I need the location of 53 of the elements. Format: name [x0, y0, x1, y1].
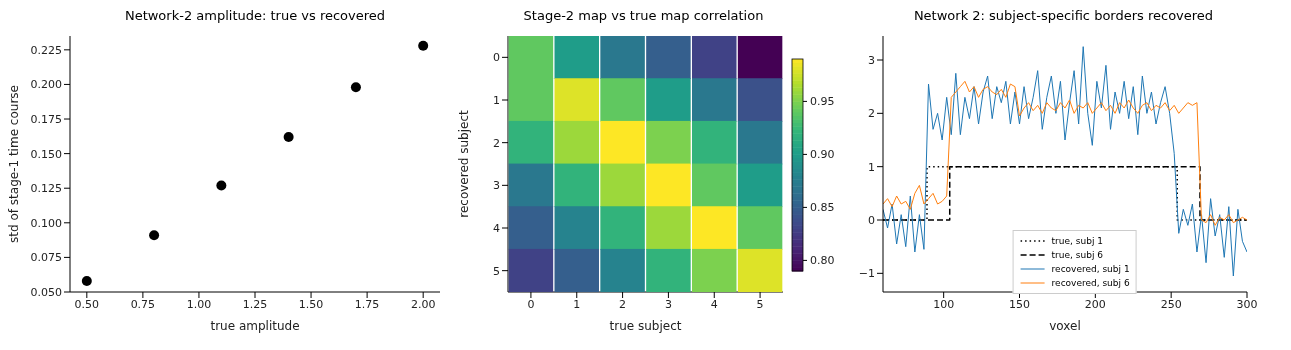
legend-label: recovered, subj 1 [1051, 264, 1130, 274]
y-tick-label: 1 [493, 93, 500, 107]
y-tick-label: 2 [493, 136, 500, 150]
x-axis-title: true subject [609, 319, 682, 333]
x-axis-title: voxel [1049, 319, 1081, 333]
x-tick-label: 3 [664, 297, 672, 311]
y-tick-label: 0.150 [30, 147, 62, 161]
x-tick-label: 4 [710, 297, 718, 311]
y-tick-label: 0.050 [30, 285, 62, 299]
y-tick-label: 3 [868, 53, 875, 67]
x-tick-label: 1 [573, 297, 581, 311]
y-tick-label: −1 [858, 267, 875, 281]
y-tick-label: 0.225 [30, 43, 62, 57]
x-axis-title: true amplitude [210, 319, 300, 333]
color-bar-label: 0.95 [810, 95, 835, 109]
y-tick-label: 0.200 [30, 78, 62, 92]
y-tick-label: 0.075 [30, 251, 62, 265]
chart-title: Stage-2 map vs true map correlation [522, 8, 765, 25]
x-tick-label: 1.25 [242, 297, 268, 311]
x-tick-label: 1.50 [298, 297, 324, 311]
x-tick-label: 2 [619, 297, 627, 311]
legend-label: true, subj 6 [1051, 250, 1103, 260]
x-tick-label: 0.50 [74, 297, 100, 311]
x-tick-label: 1.75 [354, 297, 380, 311]
x-tick-label: 250 [1160, 297, 1182, 311]
chart-title: Network 2: subject-specific borders recovered [912, 8, 1215, 25]
y-tick-label: 3 [493, 179, 500, 193]
x-tick-label: 1.00 [186, 297, 212, 311]
y-tick-label: 0 [868, 213, 875, 227]
x-tick-label: 0.75 [130, 297, 156, 311]
x-tick-label: 100 [933, 297, 955, 311]
y-tick-label: 2 [868, 107, 875, 121]
y-axis-title: std of stage-1 time course [7, 85, 22, 243]
x-tick-label: 5 [756, 297, 764, 311]
y-tick-label: 4 [493, 221, 500, 235]
legend-label: true, subj 1 [1051, 236, 1103, 246]
x-tick-label: 0 [527, 297, 535, 311]
color-bar-label: 0.90 [810, 148, 835, 162]
y-tick-label: 0 [493, 51, 500, 65]
y-axis-title: recovered subject [457, 109, 472, 218]
x-tick-label: 150 [1009, 297, 1030, 311]
y-tick-label: 0.125 [30, 182, 62, 196]
color-bar-label: 0.80 [810, 254, 835, 268]
legend-label: recovered, subj 6 [1051, 278, 1130, 288]
y-tick-label: 1 [868, 160, 875, 174]
x-tick-label: 200 [1084, 297, 1106, 311]
color-bar-label: 0.85 [810, 201, 835, 215]
x-tick-label: 2.00 [410, 297, 436, 311]
x-tick-label: 300 [1236, 297, 1258, 311]
chart-title: Network-2 amplitude: true vs recovered [123, 8, 387, 25]
y-tick-label: 5 [493, 264, 500, 278]
y-tick-label: 0.175 [30, 112, 62, 126]
y-tick-label: 0.100 [30, 216, 62, 230]
